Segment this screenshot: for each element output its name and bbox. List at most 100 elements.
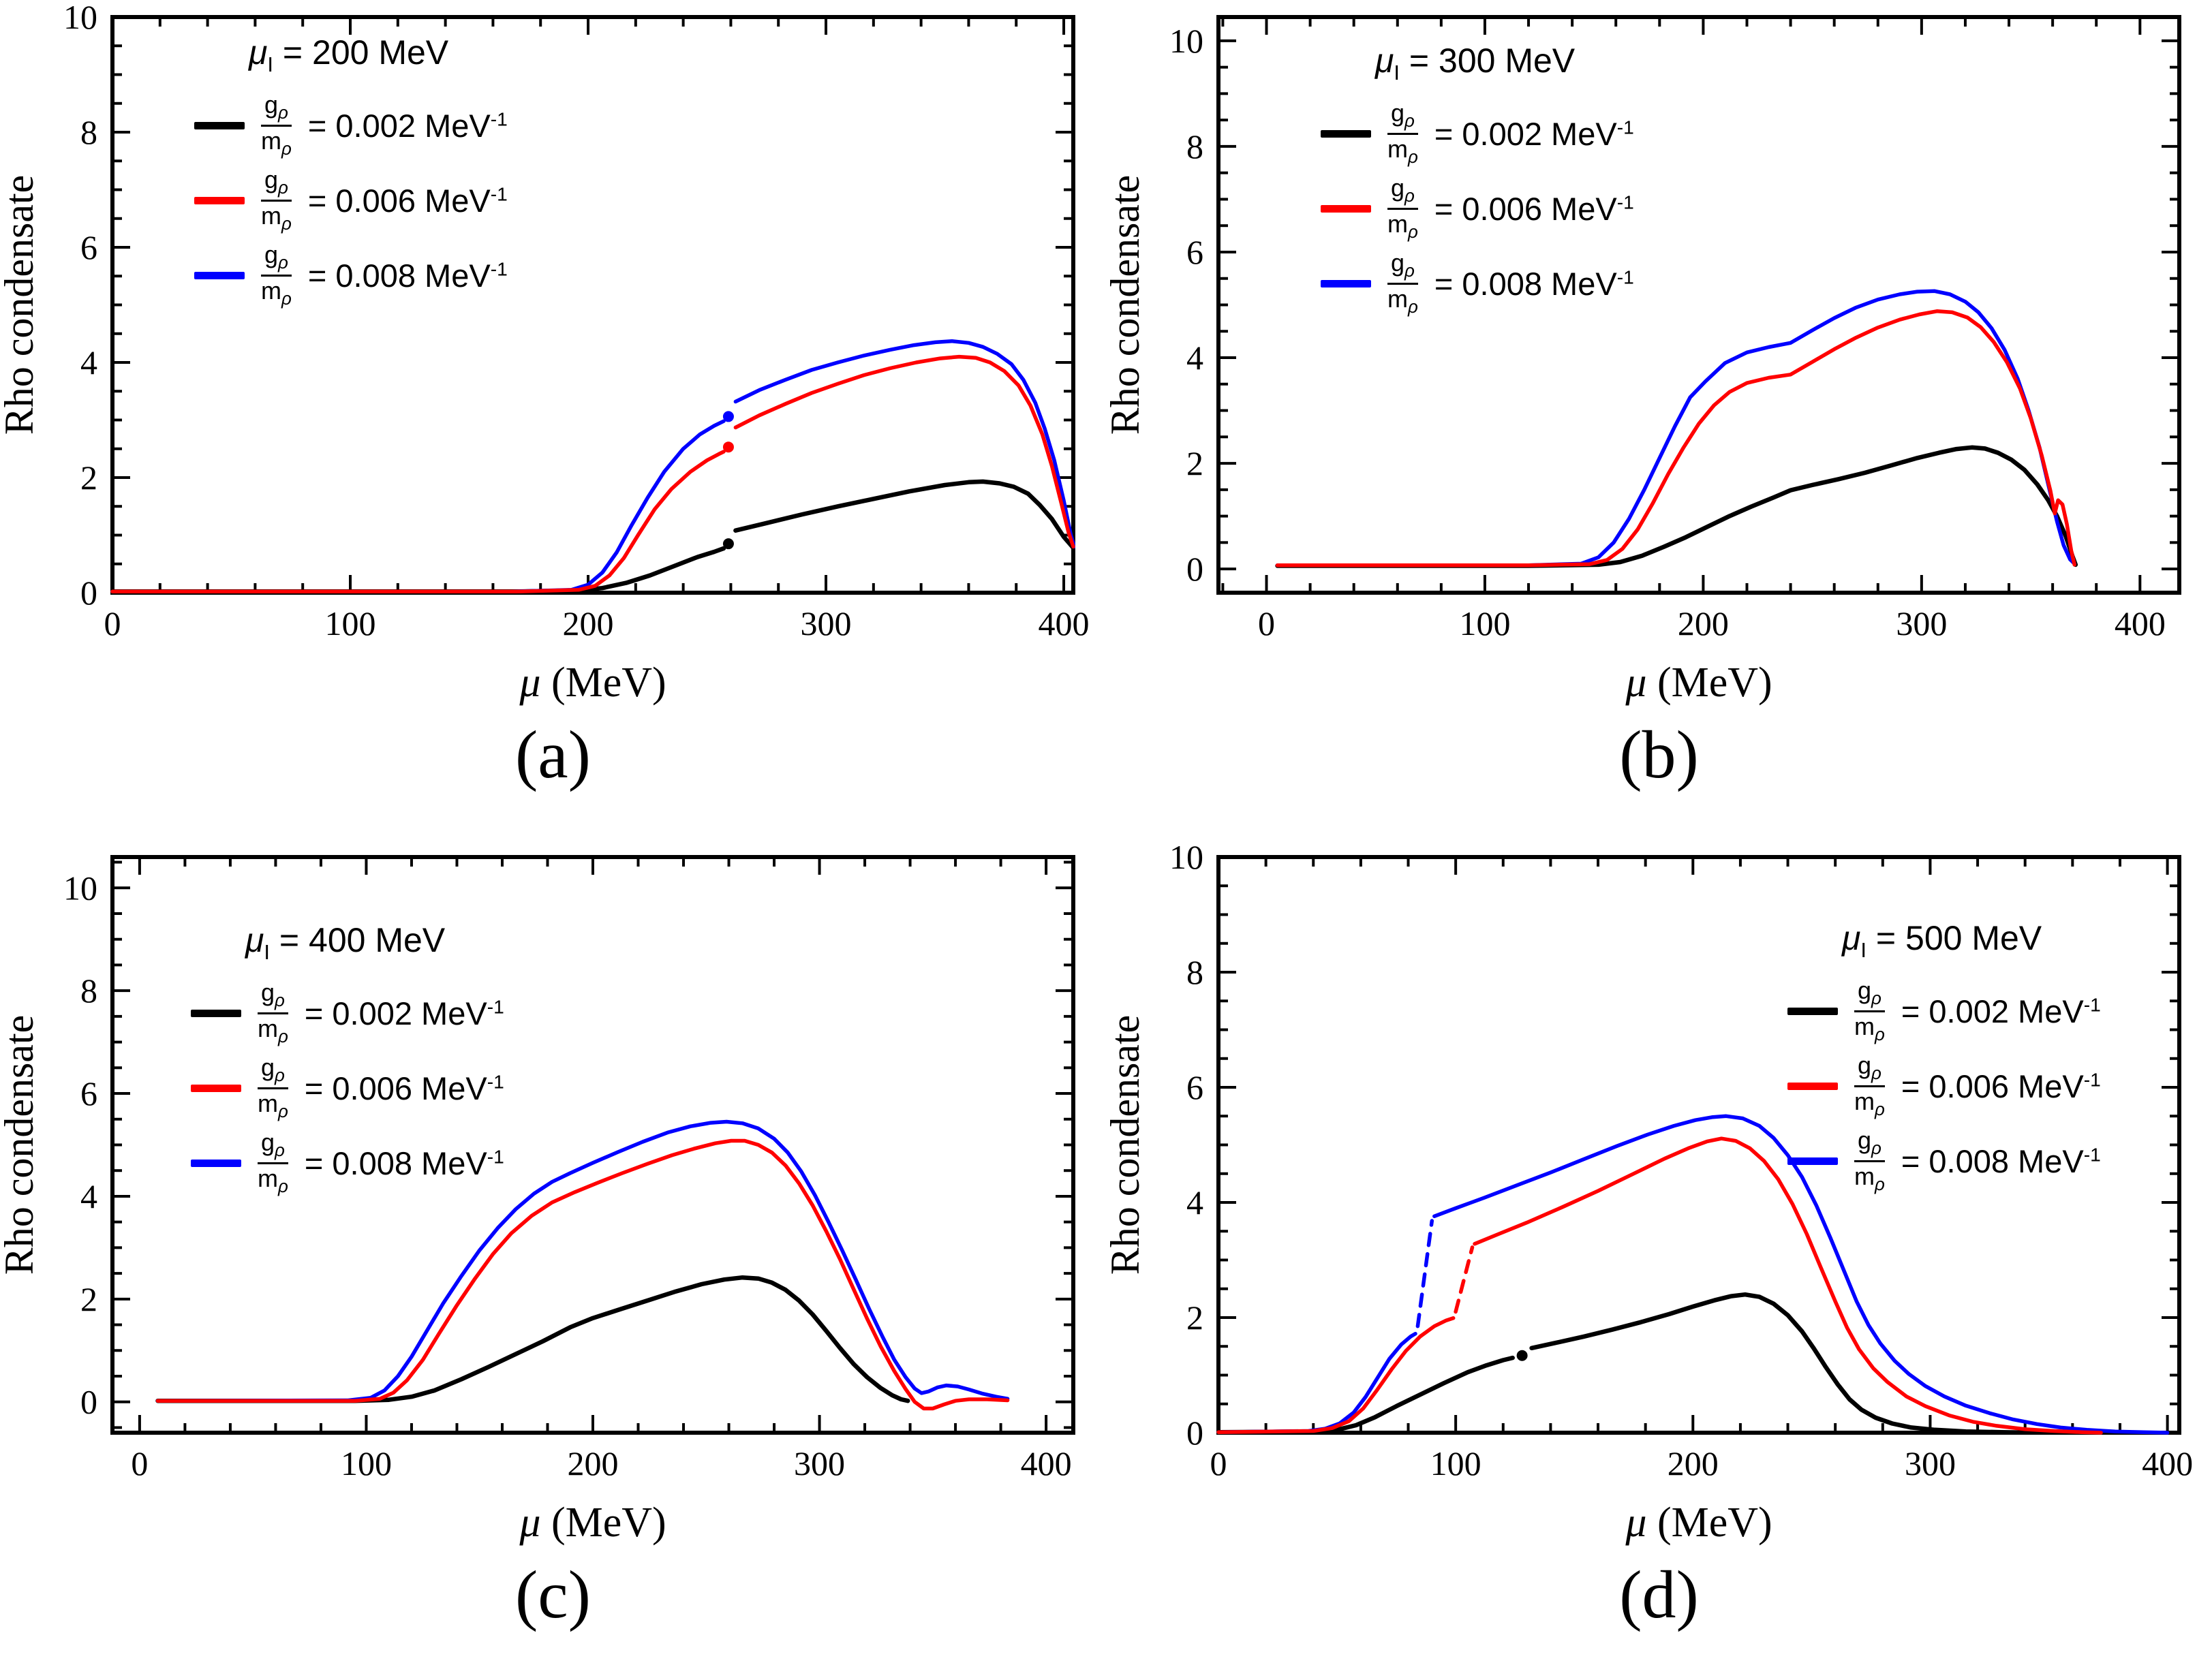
- svg-text:200: 200: [1678, 604, 1729, 642]
- panel-a: 0 100 200 300 400 0 2 4 6 8 10 Rho condensate μ (MeV…: [0, 0, 1106, 840]
- curve-blue: [155, 1119, 1010, 1403]
- chart-caption-d: (d): [1619, 1557, 1699, 1632]
- legend-entry-blue: gρ mρ = 0.008 MeV-1: [191, 1128, 504, 1196]
- svg-text:0: 0: [1210, 1444, 1227, 1482]
- legend-swatch-black: [194, 121, 245, 129]
- legend-entry-red: gρ mρ = 0.006 MeV-1: [191, 1054, 504, 1121]
- y-axis-label: Rho condensate: [1106, 1015, 1148, 1275]
- curve-dot-black: [722, 538, 734, 550]
- legend-swatch-red: [191, 1084, 241, 1092]
- legend-entry-label: = 0.002 MeV-1: [304, 995, 504, 1031]
- legend-entry-label: = 0.002 MeV-1: [1901, 993, 2101, 1029]
- legend-title: μI = 400 MeV: [245, 921, 446, 964]
- svg-text:100: 100: [341, 1444, 392, 1482]
- svg-text:10: 10: [63, 869, 97, 907]
- chart-caption-b: (b): [1619, 717, 1699, 792]
- curve-black: [1275, 445, 2078, 568]
- svg-text:6: 6: [1186, 233, 1203, 271]
- legend-entry-black: gρ mρ = 0.002 MeV-1: [1321, 99, 1634, 167]
- legend-entry-blue: gρ mρ = 0.008 MeV-1: [1787, 1127, 2101, 1194]
- y-axis-label: Rho condensate: [0, 1015, 42, 1275]
- svg-text:400: 400: [1039, 604, 1090, 642]
- curve-red: [1473, 1136, 2103, 1435]
- coupling-fraction: gρ mρ: [1387, 99, 1418, 167]
- svg-text:0: 0: [131, 1444, 148, 1482]
- coupling-fraction: gρ mρ: [261, 166, 292, 234]
- legend-swatch-red: [194, 196, 245, 204]
- y-axis-label: Rho condensate: [1106, 175, 1148, 435]
- series-group: [1275, 289, 2078, 568]
- chart-canvas-b: 0 100 200 300 400 0 2 4 6 8 10 Rho condensate μ (MeV…: [1106, 15, 2181, 706]
- chart-canvas-c: 0 100 200 300 400 0 2 4 6 8 10 Rho condensate μ (MeV…: [0, 855, 1075, 1546]
- curve-black: [1216, 1355, 1515, 1435]
- curve-black: [733, 479, 1075, 550]
- coupling-fraction: gρ mρ: [258, 1128, 288, 1196]
- legend-entry-red: gρ mρ = 0.006 MeV-1: [1787, 1051, 2101, 1119]
- chart-area-c: 0 100 200 300 400 0 2 4 6 8 10 Rho condensate μ (MeV…: [0, 840, 1106, 1555]
- svg-text:6: 6: [80, 1074, 97, 1113]
- y-axis-label: Rho condensate: [0, 175, 42, 435]
- svg-text:300: 300: [1896, 604, 1947, 642]
- x-axis-label: μ (MeV): [1625, 659, 1772, 706]
- curve-dot-blue: [722, 411, 734, 422]
- legend-entry-red: gρ mρ = 0.006 MeV-1: [1321, 174, 1634, 242]
- chart-canvas-d: 0 100 200 300 400 0 2 4 6 8 10 Rho condensate μ (MeV…: [1106, 840, 2193, 1546]
- coupling-fraction: gρ mρ: [258, 978, 288, 1046]
- legend-entry-label: = 0.006 MeV-1: [1434, 190, 1634, 227]
- curve-black: [1529, 1292, 2040, 1435]
- legend-swatch-blue: [1321, 279, 1371, 287]
- svg-text:8: 8: [80, 971, 97, 1010]
- legend-entry-label: = 0.002 MeV-1: [307, 107, 508, 144]
- series-group: [110, 339, 1075, 594]
- legend-entry-black: gρ mρ = 0.002 MeV-1: [194, 91, 508, 159]
- coupling-fraction: gρ mρ: [1387, 174, 1418, 242]
- legend-title: μI = 500 MeV: [1842, 919, 2042, 962]
- svg-text:4: 4: [1186, 339, 1203, 377]
- svg-text:400: 400: [2142, 1444, 2193, 1482]
- chart-legend-a: μI = 200 MeV gρ mρ = 0.002 MeV-1 gρ mρ = 0.006…: [194, 33, 508, 318]
- curve-blue: [1216, 1331, 1417, 1434]
- chart-caption-c: (c): [515, 1557, 591, 1632]
- svg-text:8: 8: [1186, 953, 1203, 991]
- svg-text:10: 10: [63, 0, 97, 36]
- curve-blue: [1415, 1219, 1434, 1328]
- svg-text:8: 8: [1186, 127, 1203, 166]
- chart-area-d: 0 100 200 300 400 0 2 4 6 8 10 Rho condensate μ (MeV…: [1106, 840, 2212, 1555]
- svg-text:200: 200: [1668, 1444, 1719, 1482]
- legend-entry-label: = 0.008 MeV-1: [307, 257, 508, 294]
- panel-b: 0 100 200 300 400 0 2 4 6 8 10 Rho condensate μ (MeV…: [1106, 0, 2212, 840]
- svg-text:0: 0: [80, 1383, 97, 1421]
- chart-area-b: 0 100 200 300 400 0 2 4 6 8 10 Rho condensate μ (MeV…: [1106, 0, 2212, 715]
- svg-text:2: 2: [80, 458, 97, 497]
- svg-text:6: 6: [80, 228, 97, 266]
- svg-text:0: 0: [1258, 604, 1275, 642]
- legend-entry-red: gρ mρ = 0.006 MeV-1: [194, 166, 508, 234]
- svg-text:400: 400: [2115, 604, 2166, 642]
- legend-entry-black: gρ mρ = 0.002 MeV-1: [191, 978, 504, 1046]
- curve-blue: [1432, 1114, 2170, 1435]
- svg-text:100: 100: [1459, 604, 1510, 642]
- coupling-fraction: gρ mρ: [1854, 1051, 1885, 1119]
- svg-text:10: 10: [1169, 840, 1203, 876]
- coupling-fraction: gρ mρ: [1854, 976, 1885, 1044]
- coupling-fraction: gρ mρ: [1387, 249, 1418, 317]
- curve-red: [1216, 1316, 1456, 1434]
- svg-text:10: 10: [1169, 22, 1203, 60]
- legend-swatch-blue: [194, 271, 245, 279]
- legend-swatch-black: [1787, 1007, 1838, 1015]
- legend-entry-label: = 0.006 MeV-1: [1901, 1068, 2101, 1104]
- legend-entry-label: = 0.006 MeV-1: [307, 182, 508, 219]
- curve-black: [110, 546, 726, 594]
- chart-legend-d: μI = 500 MeV gρ mρ = 0.002 MeV-1 gρ mρ = 0.006…: [1787, 918, 2101, 1204]
- curve-dot-red: [722, 441, 734, 453]
- svg-text:300: 300: [1905, 1444, 1956, 1482]
- plot-frame: [110, 855, 1075, 1435]
- svg-text:8: 8: [80, 113, 97, 151]
- tick-labels: 0 100 200 300 400 0 2 4 6 8 10: [63, 0, 1090, 642]
- svg-text:2: 2: [1186, 1298, 1203, 1337]
- curve-dot-black: [1516, 1350, 1528, 1361]
- svg-text:0: 0: [80, 574, 97, 612]
- chart-legend-c: μI = 400 MeV gρ mρ = 0.002 MeV-1 gρ mρ = 0.006…: [191, 920, 504, 1206]
- legend-swatch-blue: [191, 1159, 241, 1167]
